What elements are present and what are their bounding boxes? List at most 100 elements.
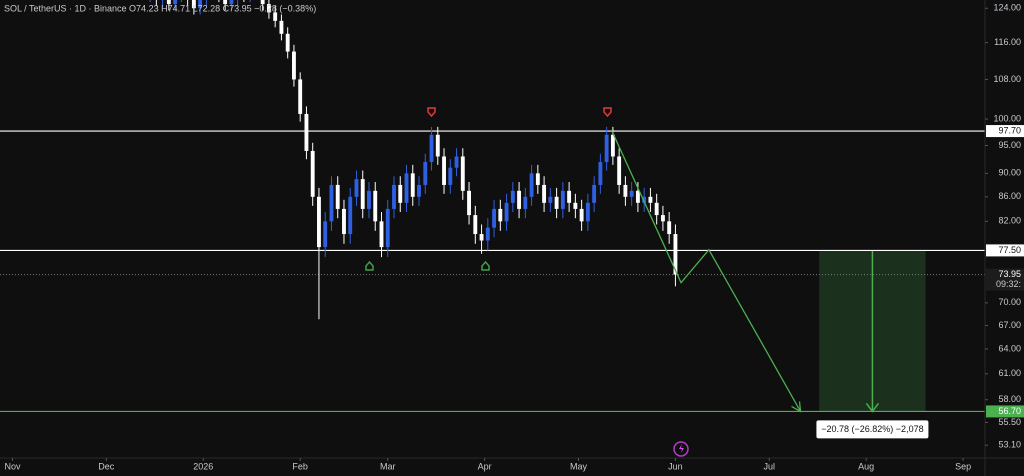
- y-tick-label: 90.00: [998, 168, 1021, 178]
- candle-body: [535, 173, 540, 185]
- candle-body: [648, 196, 653, 203]
- x-tick-label: May: [570, 461, 588, 471]
- candle-body: [460, 156, 465, 191]
- event-icon[interactable]: [673, 441, 689, 457]
- candle-body: [173, 0, 178, 5]
- projection-path: [611, 130, 802, 412]
- candle-body: [554, 196, 559, 209]
- y-tick-label: 53.10: [998, 440, 1021, 450]
- candle-body: [523, 196, 528, 209]
- candle-body: [629, 190, 634, 197]
- candle-body: [223, 0, 228, 5]
- candle-body: [317, 196, 321, 248]
- x-tick-label: Nov: [5, 461, 22, 471]
- plot-area: [0, 0, 985, 413]
- x-tick-label: 2026: [193, 461, 213, 471]
- candle-body: [510, 190, 515, 203]
- candle-body: [367, 190, 371, 209]
- candle-body: [379, 221, 384, 248]
- candle-body: [479, 234, 484, 241]
- candle-body: [392, 184, 396, 209]
- y-tick-label: 108.00: [993, 74, 1021, 84]
- y-tick-label: 55.50: [998, 417, 1021, 427]
- candle-body: [592, 184, 597, 203]
- level-badge: [986, 244, 1024, 257]
- level-badge: [986, 405, 1024, 418]
- candle-body: [398, 184, 403, 203]
- x-tick-label: Dec: [98, 461, 115, 471]
- candle-body: [404, 173, 409, 203]
- candle-body: [266, 4, 271, 13]
- candle-body: [273, 12, 278, 21]
- candle-body: [673, 234, 678, 275]
- last-price-badge: [986, 268, 1024, 291]
- candle-body: [417, 184, 421, 197]
- candle-body: [385, 208, 390, 248]
- candle-body: [360, 179, 365, 209]
- signal-icons: [365, 107, 689, 457]
- candle-body: [635, 190, 640, 203]
- level-label: 77.50: [998, 245, 1021, 255]
- candle-body: [542, 184, 547, 203]
- candle-body: [498, 208, 503, 222]
- buy-marker: [481, 260, 490, 271]
- candle-body: [323, 221, 328, 248]
- candle-body: [610, 134, 615, 157]
- candle-body: [310, 150, 315, 197]
- x-tick-label: Jun: [668, 461, 683, 471]
- candle-body: [667, 221, 672, 235]
- candle-body: [304, 113, 309, 151]
- candle-body: [467, 190, 471, 216]
- target-label-box: [816, 420, 929, 439]
- x-tick-label: Mar: [380, 461, 396, 471]
- projection-arrowhead: [791, 401, 802, 413]
- candle-body: [642, 196, 647, 203]
- candle-body: [529, 173, 534, 197]
- sell-marker: [603, 107, 612, 118]
- candle-body: [423, 162, 428, 185]
- event-icon-bolt: [679, 444, 684, 453]
- y-tick-label: 67.00: [998, 320, 1021, 330]
- y-tick-label: 64.00: [998, 343, 1021, 353]
- candle-body: [335, 184, 340, 209]
- x-tick-label: Aug: [858, 461, 874, 471]
- candle-body: [585, 202, 590, 222]
- countdown-label: 09:32:: [996, 279, 1021, 289]
- candle-body: [660, 215, 665, 222]
- candle-body: [560, 190, 565, 209]
- y-tick-label: 58.00: [998, 394, 1021, 404]
- y-tick-label: 70.00: [998, 297, 1021, 307]
- candle-body: [166, 0, 171, 5]
- candle-body: [448, 167, 453, 185]
- last-price-label: 73.95: [998, 269, 1021, 279]
- candle-body: [573, 202, 578, 209]
- candle-body: [485, 227, 490, 241]
- candle-body: [229, 0, 234, 5]
- sell-marker: [427, 107, 436, 118]
- level-badge: [986, 125, 1024, 138]
- candle-body: [623, 184, 628, 197]
- level-label: 97.70: [998, 125, 1021, 135]
- candle-body: [617, 156, 622, 185]
- candle-body: [291, 51, 296, 80]
- candle-body: [598, 162, 603, 185]
- candle-body: [191, 0, 196, 9]
- candle-body: [285, 33, 290, 52]
- target-label: −20.78 (−26.82%) −2,078: [821, 424, 923, 434]
- candle-body: [517, 190, 522, 209]
- y-tick-label: 116.00: [994, 37, 1021, 47]
- candle-body: [579, 208, 584, 222]
- candle-body: [492, 208, 497, 228]
- candle-body: [329, 184, 334, 222]
- candle-body: [410, 173, 415, 197]
- candle-body: [435, 134, 440, 157]
- candle-body: [373, 190, 378, 222]
- y-tick-label: 95.00: [998, 140, 1021, 150]
- y-tick-label: 61.00: [998, 368, 1021, 378]
- x-tick-label: Feb: [292, 461, 308, 471]
- chart-title: SOL / TetherUS · 1D · Binance O74.23 H74…: [4, 3, 316, 13]
- candle-body: [654, 202, 659, 216]
- candle-body: [604, 134, 609, 163]
